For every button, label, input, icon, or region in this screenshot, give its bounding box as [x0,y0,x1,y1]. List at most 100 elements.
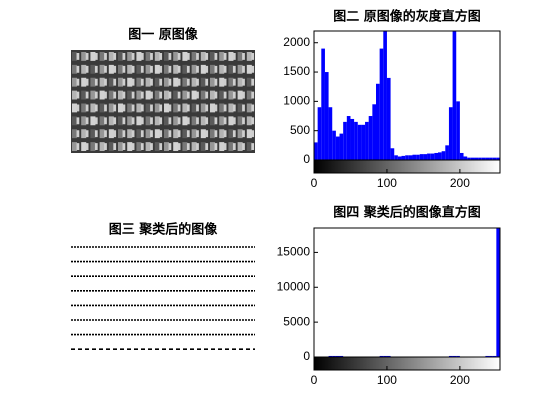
image-cell [94,104,98,112]
image-cell [177,65,181,73]
image-cell [182,129,188,139]
image-cell [200,129,206,139]
image-cell [246,52,252,61]
bar [386,77,391,160]
image-cell [205,78,209,86]
image-cell [140,143,144,150]
image-cell [177,53,181,60]
image-cell [72,64,78,74]
image-cell [131,104,135,112]
image-cell [196,91,199,99]
image-cell [104,65,107,73]
image-cell [214,91,218,99]
image-cell [136,90,142,100]
bar [397,156,402,160]
bar [343,121,347,160]
bar [317,107,322,160]
image-cell [113,117,117,125]
image-cell [140,117,144,125]
image-cell [237,52,243,61]
image-cell [99,116,105,126]
image-cell [164,64,170,74]
image-cell [150,143,153,150]
image-cell [228,64,234,74]
image-cell [118,142,124,151]
image-cell [223,53,227,60]
image-cell [242,104,245,112]
image-cell [99,52,105,61]
image-cell [228,52,234,61]
image-cell [81,64,87,74]
image-cell [150,117,153,125]
bar [328,107,333,160]
image-cell [104,143,107,150]
image-cell [177,104,181,112]
image-cell [72,77,78,87]
image-cell [94,53,98,60]
image-cell [113,104,117,112]
image-cell [173,77,179,87]
bar [470,157,475,160]
image-cell [237,103,243,113]
image-cell [118,52,124,61]
image-cell [210,90,216,100]
image-cell [228,129,234,139]
image-cell [76,117,80,125]
image-cell [108,142,114,151]
image-cell [150,104,153,112]
image-cell [131,65,135,73]
image-cell [76,130,80,138]
image-cell [196,53,199,60]
image-cell [177,143,181,150]
bar [401,155,406,160]
bar [379,355,384,357]
image-cell [191,77,197,87]
bar [365,121,369,160]
image-cell [173,52,179,61]
image-cell [85,117,89,125]
image-cell [223,130,227,138]
image-cell [154,129,160,139]
image-cell [237,64,243,74]
image-cell [210,103,216,113]
bar [354,121,358,160]
image-cell [72,52,78,61]
image-cell [168,143,172,150]
image-cell [145,52,151,61]
image-cell [196,65,199,73]
image-cell [164,142,170,151]
gray-scale-bar [313,356,501,371]
image-cell [186,53,190,60]
image-cell [228,77,234,87]
bar [456,101,460,160]
image-cell [76,53,80,60]
x-tick-label: 200 [450,176,470,190]
image-cell [154,142,160,151]
image-cell [159,143,163,150]
image-cell [127,116,133,126]
image-cell [81,116,87,126]
image-cell [145,103,151,113]
image-cell [99,90,105,100]
image-cell [145,129,151,139]
image-cell [154,103,160,113]
y-tick-label: 1000 [283,94,310,108]
image-cell [232,104,236,112]
image-cell [85,143,89,150]
image-cell [186,65,190,73]
image-cell [219,116,225,126]
image-cell [113,65,117,73]
image-cell [118,64,124,74]
bar [427,153,431,160]
image-cell [154,52,160,61]
image-cell [90,64,96,74]
image-cell [173,129,179,139]
image-cell [72,129,78,139]
image-cell [90,129,96,139]
y-tick-label: 10000 [277,279,311,293]
image [71,50,255,153]
image-cell [242,130,245,138]
image-cell [150,130,153,138]
image-cell [108,129,114,139]
image-cell [85,53,89,60]
